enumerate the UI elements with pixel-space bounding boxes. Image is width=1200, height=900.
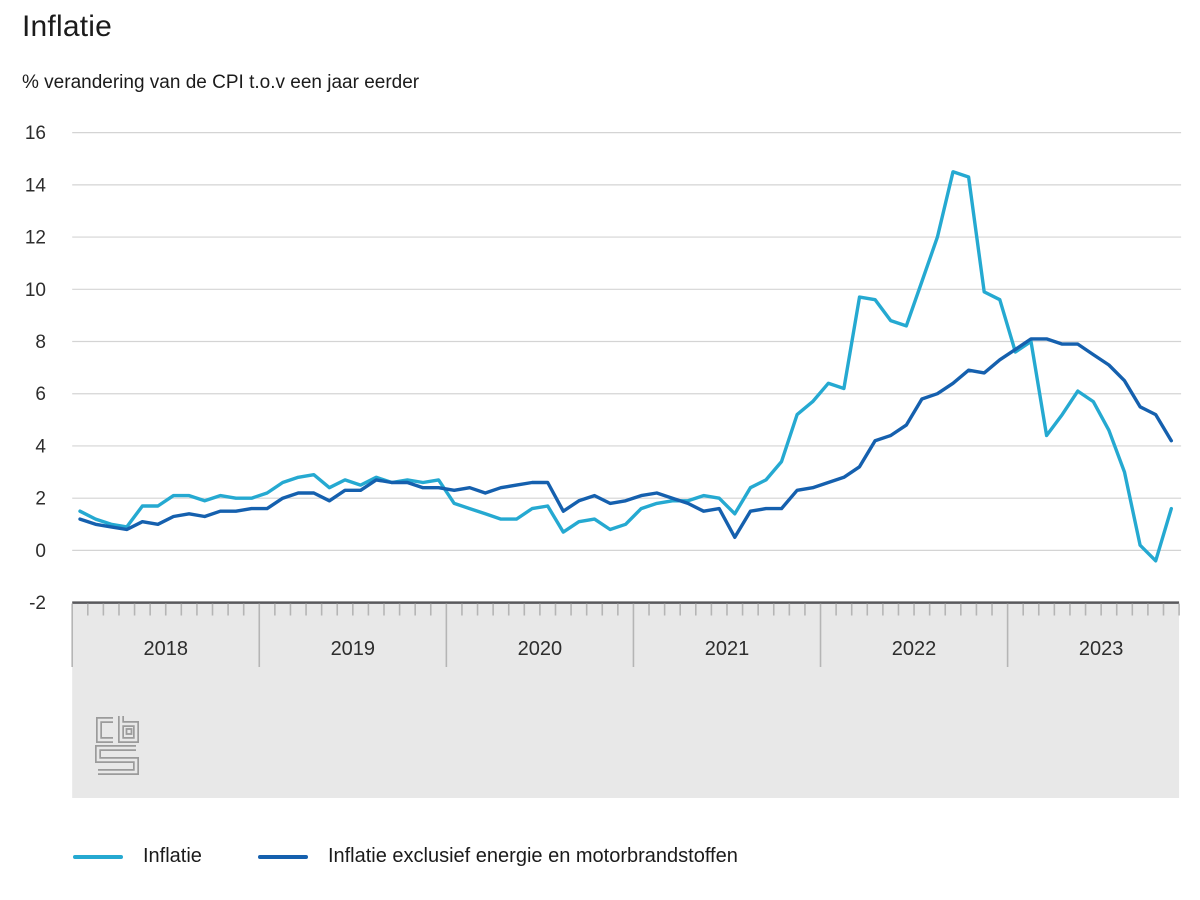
cbs-logo [95,716,139,775]
y-tick-label-16: 16 [25,123,46,144]
inflatie-line [78,170,1174,563]
y-tick-label--2: -2 [29,593,46,614]
x-axis-band [72,602,1180,798]
legend-label-inflatie: Inflatie [143,845,202,867]
inflation-line-chart: 2018 2019 2020 2021 2022 2023 16 14 12 10 8 6 4 2 0 -2 [25,123,1182,798]
year-label-2020: 2020 [518,638,563,660]
inflatie-line-swatch [73,854,123,859]
y-tick-label-8: 8 [35,332,46,353]
y-tick-label-2: 2 [35,489,46,510]
legend-item-inflatie-exclusief: Inflatie exclusief energie en motorbrand… [257,845,738,868]
year-label-2022: 2022 [892,638,937,660]
year-label-2019: 2019 [331,638,376,660]
legend-label-inflatie-exclusief: Inflatie exclusief energie en motorbrand… [327,845,738,867]
year-label-2021: 2021 [705,638,750,660]
y-tick-label-4: 4 [35,436,46,457]
y-tick-label-12: 12 [25,228,46,249]
y-tick-label-10: 10 [25,280,46,301]
inflatie-exclusief-line [78,337,1174,539]
y-tick-label-14: 14 [25,175,47,196]
chart-legend: Inflatie Inflatie exclusief energie en m… [73,845,738,868]
chart-subtitle: % verandering van de CPI t.o.v een jaar … [22,72,420,93]
legend-item-inflatie: Inflatie [73,845,202,868]
inflatie-exclusief-line-swatch [257,854,308,859]
year-label-2023: 2023 [1079,638,1124,660]
page-title: Inflatie [22,10,112,43]
y-tick-label-6: 6 [35,384,46,405]
year-label-2018: 2018 [143,638,188,660]
y-tick-label-0: 0 [35,541,46,562]
